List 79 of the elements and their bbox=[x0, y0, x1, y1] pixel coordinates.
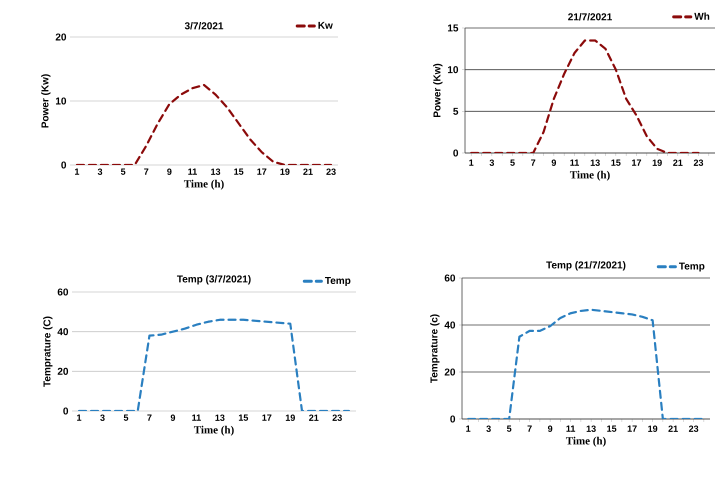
y-tick-label: 60 bbox=[444, 274, 456, 282]
y-axis-title: Temprature (c) bbox=[430, 314, 440, 384]
x-tick-label: 7 bbox=[528, 426, 532, 432]
x-axis-title: Time (h) bbox=[194, 426, 234, 436]
legend-label: Kw bbox=[318, 22, 333, 29]
y-tick-label: 0 bbox=[453, 149, 458, 157]
x-tick-label: 7 bbox=[144, 168, 148, 175]
y-tick-label: 0 bbox=[450, 415, 456, 423]
x-tick-label: 9 bbox=[552, 160, 556, 166]
x-tick-label: 19 bbox=[652, 160, 662, 166]
x-tick-label: 21 bbox=[309, 414, 319, 421]
x-tick-label: 5 bbox=[506, 426, 512, 432]
y-tick-label: 0 bbox=[61, 161, 66, 169]
x-tick-label: 19 bbox=[648, 426, 658, 432]
x-tick-label: 1 bbox=[77, 414, 82, 421]
y-tick-label: 5 bbox=[453, 108, 458, 115]
x-tick-label: 3 bbox=[486, 426, 491, 432]
y-tick-label: 20 bbox=[56, 33, 66, 41]
x-tick-label: 5 bbox=[510, 160, 515, 166]
x-axis-title: Time (h) bbox=[566, 436, 606, 447]
chart-title: Temp (3/7/2021) bbox=[176, 275, 251, 284]
x-tick-label: 1 bbox=[466, 426, 470, 432]
x-tick-label: 9 bbox=[170, 414, 176, 421]
y-tick-label: 0 bbox=[63, 407, 68, 415]
x-tick-label: 23 bbox=[332, 414, 342, 421]
y-tick-label: 10 bbox=[448, 66, 458, 74]
y-axis-title: Power (Kw) bbox=[41, 74, 50, 128]
x-tick-label: 11 bbox=[192, 414, 201, 421]
x-tick-label: 15 bbox=[611, 160, 621, 166]
x-tick-label: 11 bbox=[570, 160, 580, 166]
x-tick-label: 3 bbox=[490, 160, 494, 166]
x-tick-label: 19 bbox=[280, 168, 290, 175]
y-axis-title: Power (Kw) bbox=[433, 64, 442, 118]
x-tick-label: 5 bbox=[120, 168, 126, 175]
x-tick-label: 15 bbox=[238, 414, 248, 421]
chart-title: 3/7/2021 bbox=[184, 22, 224, 30]
x-tick-label: 1 bbox=[74, 168, 80, 175]
x-tick-label: 13 bbox=[586, 426, 596, 432]
x-tick-label: 7 bbox=[531, 160, 536, 166]
y-tick-label: 20 bbox=[444, 368, 456, 376]
x-tick-label: 21 bbox=[673, 160, 683, 166]
chart-title: 21/7/2021 bbox=[568, 13, 612, 20]
x-tick-label: 9 bbox=[548, 426, 552, 432]
x-tick-label: 13 bbox=[215, 414, 225, 421]
x-tick-label: 5 bbox=[124, 414, 128, 421]
x-tick-label: 17 bbox=[628, 426, 637, 432]
y-tick-label: 20 bbox=[58, 368, 68, 375]
x-tick-label: 3 bbox=[98, 168, 102, 175]
x-tick-label: 9 bbox=[167, 168, 172, 175]
x-tick-label: 15 bbox=[234, 168, 244, 175]
x-tick-label: 1 bbox=[469, 160, 474, 166]
x-tick-label: 19 bbox=[286, 414, 295, 421]
x-tick-label: 13 bbox=[211, 168, 220, 175]
x-tick-label: 11 bbox=[566, 426, 576, 432]
chart-title: Temp (21/7/2021) bbox=[546, 261, 626, 270]
x-tick-label: 7 bbox=[147, 414, 152, 421]
x-tick-label: 21 bbox=[668, 426, 678, 432]
x-tick-label: 17 bbox=[632, 160, 642, 166]
legend-label: Temp bbox=[678, 262, 704, 272]
x-tick-label: 15 bbox=[607, 426, 616, 432]
x-tick-label: 17 bbox=[262, 414, 272, 421]
x-tick-label: 21 bbox=[303, 168, 313, 175]
y-tick-label: 10 bbox=[56, 97, 66, 105]
y-tick-label: 60 bbox=[58, 288, 68, 296]
y-axis-title: Temprature (C) bbox=[43, 316, 52, 387]
y-tick-label: 15 bbox=[448, 24, 458, 32]
y-tick-label: 40 bbox=[58, 328, 68, 336]
x-axis-title: Time (h) bbox=[184, 180, 224, 190]
x-axis-title: Time (h) bbox=[570, 170, 610, 181]
legend-label: Temp bbox=[324, 277, 350, 286]
legend-label: Wh bbox=[694, 12, 710, 20]
x-tick-label: 13 bbox=[590, 160, 600, 166]
x-tick-label: 23 bbox=[326, 168, 336, 175]
x-tick-label: 23 bbox=[694, 160, 704, 166]
x-tick-label: 11 bbox=[188, 168, 197, 175]
x-tick-label: 17 bbox=[257, 168, 266, 175]
x-tick-label: 3 bbox=[100, 414, 105, 421]
x-tick-label: 23 bbox=[688, 426, 698, 432]
y-tick-label: 40 bbox=[444, 321, 456, 329]
